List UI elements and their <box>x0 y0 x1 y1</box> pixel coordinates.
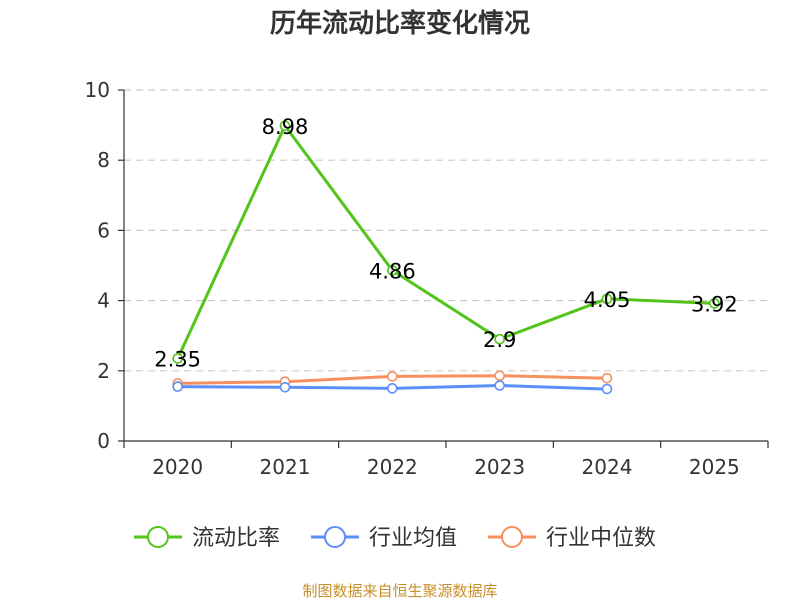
y-tick-label: 8 <box>97 148 110 172</box>
legend-label: 行业中位数 <box>546 526 656 551</box>
x-tick-label: 2022 <box>367 455 418 479</box>
data-point[interactable] <box>387 265 398 276</box>
data-point[interactable] <box>601 372 613 384</box>
data-point[interactable] <box>279 381 291 393</box>
data-label: 4.05 <box>584 288 631 312</box>
legend-item-1[interactable]: 行业均值 <box>311 526 457 551</box>
data-label-layer: 2.35 8.98 4.86 2.9 4.05 3.92 <box>154 115 737 372</box>
data-point[interactable] <box>172 353 183 364</box>
data-label: 2.9 <box>483 328 516 352</box>
grid-layer <box>124 89 768 372</box>
x-tick-label: 2025 <box>689 455 740 479</box>
x-tick-label: 2020 <box>152 455 203 479</box>
y-tick-label: 0 <box>97 429 110 453</box>
chart-title: 历年流动比率变化情况 <box>270 8 530 39</box>
data-point[interactable] <box>494 333 505 345</box>
data-point[interactable] <box>494 370 505 382</box>
data-point[interactable] <box>387 383 398 394</box>
data-point[interactable] <box>387 371 398 382</box>
x-tick-label: 2023 <box>474 455 525 479</box>
data-point[interactable] <box>709 298 720 309</box>
x-tick-label: 2021 <box>260 455 311 479</box>
data-point[interactable] <box>172 381 183 392</box>
data-point[interactable] <box>494 380 505 391</box>
legend[interactable]: 流动比率 行业均值 行业中位数 <box>134 526 656 551</box>
y-tick-label: 6 <box>97 218 110 242</box>
series-layer <box>172 120 720 395</box>
legend-label: 行业均值 <box>369 526 457 551</box>
axis-layer: 0 2 4 6 8 10 2020 2021 2022 2023 2024 2025 <box>85 78 769 479</box>
series-line-0 <box>176 124 715 360</box>
x-tick-label: 2024 <box>582 455 633 479</box>
data-label: 8.98 <box>262 115 309 139</box>
data-label: 2.35 <box>154 348 201 372</box>
legend-marker <box>501 526 523 548</box>
y-tick-label: 2 <box>97 359 110 383</box>
y-tick-label: 10 <box>85 78 110 102</box>
y-tick-label: 4 <box>97 289 110 313</box>
legend-item-0[interactable]: 流动比率 <box>134 526 280 551</box>
data-label: 4.86 <box>369 259 416 283</box>
legend-item-2[interactable]: 行业中位数 <box>488 526 656 551</box>
legend-label: 流动比率 <box>192 526 280 551</box>
data-point[interactable] <box>601 293 613 305</box>
legend-marker <box>147 526 169 548</box>
data-point[interactable] <box>601 383 613 395</box>
source-note: 制图数据来自恒生聚源数据库 <box>302 582 497 600</box>
legend-marker <box>324 526 346 548</box>
data-label: 3.92 <box>691 292 738 316</box>
data-point[interactable] <box>279 120 291 132</box>
